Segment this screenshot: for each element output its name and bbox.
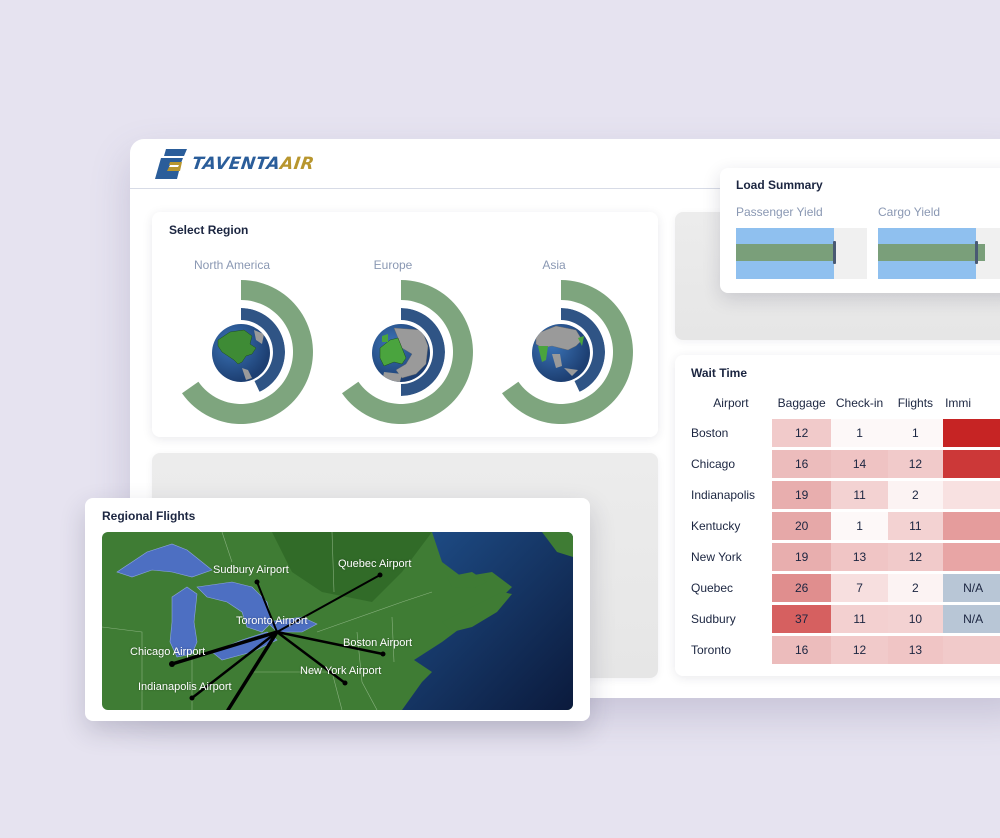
passenger-yield-bullet-chart[interactable] bbox=[736, 228, 867, 279]
baggage-cell: 20 bbox=[771, 512, 832, 540]
airport-cell: Toronto bbox=[690, 636, 772, 664]
airport-cell: Kentucky bbox=[690, 512, 772, 540]
baggage-cell: 37 bbox=[771, 605, 832, 633]
screen-corner bbox=[0, 808, 30, 838]
checkin-cell: 13 bbox=[831, 543, 888, 571]
flights-cell: 11 bbox=[887, 512, 944, 540]
table-row[interactable]: Boston 12 1 1 bbox=[690, 419, 1000, 447]
flights-cell: 12 bbox=[887, 543, 944, 571]
airport-cell: Chicago bbox=[690, 450, 772, 478]
passenger-yield-target-marker bbox=[833, 241, 836, 264]
region-north-america[interactable] bbox=[161, 272, 321, 432]
select-region-card: Select Region North America Europe bbox=[152, 212, 658, 437]
brand-name-secondary: AIR bbox=[278, 154, 316, 174]
cargo-yield-target-marker bbox=[975, 241, 978, 264]
regional-flights-title: Regional Flights bbox=[102, 509, 196, 523]
cargo-yield-label: Cargo Yield bbox=[878, 205, 941, 219]
airport-label-quebec[interactable]: Quebec Airport bbox=[338, 558, 412, 570]
table-row[interactable]: New York 19 13 12 bbox=[690, 543, 1000, 571]
region-label-north-america: North America bbox=[193, 258, 271, 272]
passenger-yield-value-bar bbox=[736, 244, 834, 261]
col-header-checkin[interactable]: Check-in bbox=[835, 395, 884, 410]
flights-cell: 2 bbox=[887, 481, 944, 509]
airport-cell: Boston bbox=[690, 419, 772, 447]
cargo-yield-value-bar bbox=[878, 244, 985, 261]
col-header-baggage[interactable]: Baggage bbox=[777, 395, 826, 410]
region-label-asia: Asia bbox=[542, 258, 566, 272]
brand-name-primary: TAVENTA bbox=[190, 154, 282, 174]
checkin-cell: 11 bbox=[831, 481, 888, 509]
table-row[interactable]: Toronto 16 12 13 bbox=[690, 636, 1000, 664]
checkin-cell: 7 bbox=[831, 574, 888, 602]
checkin-cell: 11 bbox=[831, 605, 888, 633]
airport-cell: Sudbury bbox=[690, 605, 772, 633]
globe-asia-icon bbox=[532, 324, 590, 382]
region-europe[interactable] bbox=[321, 272, 481, 432]
airport-label-toronto[interactable]: Toronto Airport bbox=[236, 615, 308, 627]
brand-wordmark: TAVENTAAIR bbox=[191, 154, 316, 174]
region-label-europe: Europe bbox=[373, 258, 413, 272]
regional-flights-card: Regional Flights bbox=[85, 498, 590, 721]
col-header-immigration[interactable]: Immi bbox=[945, 395, 972, 410]
table-row[interactable]: Indianapolis 19 11 2 bbox=[690, 481, 1000, 509]
col-header-airport[interactable]: Airport bbox=[713, 395, 749, 410]
load-summary-card: Load Summary Passenger Yield Cargo Yield bbox=[720, 168, 1000, 293]
baggage-cell: 16 bbox=[771, 450, 832, 478]
table-row[interactable]: Chicago 16 14 12 bbox=[690, 450, 1000, 478]
immigration-cell bbox=[943, 450, 1000, 478]
flights-cell: 10 bbox=[887, 605, 944, 633]
flights-cell: 2 bbox=[887, 574, 944, 602]
load-summary-title: Load Summary bbox=[736, 178, 823, 192]
radial-chart-north-america bbox=[182, 280, 313, 424]
airport-label-sudbury[interactable]: Sudbury Airport bbox=[213, 564, 289, 576]
baggage-cell: 19 bbox=[771, 543, 832, 571]
immigration-cell bbox=[943, 543, 1000, 571]
airport-cell: Indianapolis bbox=[690, 481, 772, 509]
wait-time-title: Wait Time bbox=[691, 366, 748, 380]
immigration-cell: N/A bbox=[943, 574, 1000, 602]
globe-north-america-icon bbox=[212, 324, 270, 382]
checkin-cell: 1 bbox=[831, 419, 888, 447]
app-header: TAVENTAAIR bbox=[130, 139, 1000, 189]
immigration-cell bbox=[943, 636, 1000, 664]
flight-map-graphic bbox=[102, 532, 573, 710]
brand-logo[interactable]: TAVENTAAIR bbox=[154, 148, 316, 180]
immigration-cell bbox=[943, 481, 1000, 509]
airport-cell: Quebec bbox=[690, 574, 772, 602]
flight-map[interactable]: Sudbury Airport Quebec Airport Toronto A… bbox=[102, 532, 573, 710]
airport-label-boston[interactable]: Boston Airport bbox=[343, 637, 413, 649]
flights-cell: 13 bbox=[887, 636, 944, 664]
baggage-cell: 26 bbox=[771, 574, 832, 602]
globe-europe-icon bbox=[372, 324, 430, 382]
immigration-cell bbox=[943, 512, 1000, 540]
checkin-cell: 14 bbox=[831, 450, 888, 478]
airport-label-indianapolis[interactable]: Indianapolis Airport bbox=[138, 681, 232, 693]
wait-time-table: Airport Baggage Check-in Flights Immi Bo… bbox=[690, 386, 1000, 667]
checkin-cell: 12 bbox=[831, 636, 888, 664]
region-asia[interactable] bbox=[481, 272, 641, 432]
radial-chart-asia bbox=[502, 280, 633, 424]
col-header-flights[interactable]: Flights bbox=[897, 395, 934, 410]
table-row[interactable]: Sudbury 37 11 10 N/A bbox=[690, 605, 1000, 633]
baggage-cell: 19 bbox=[771, 481, 832, 509]
table-row[interactable]: Kentucky 20 1 11 bbox=[690, 512, 1000, 540]
logo-mark-icon bbox=[155, 149, 187, 179]
table-row[interactable]: Quebec 26 7 2 N/A bbox=[690, 574, 1000, 602]
checkin-cell: 1 bbox=[831, 512, 888, 540]
select-region-title: Select Region bbox=[169, 223, 249, 237]
airport-cell: New York bbox=[690, 543, 772, 571]
airport-label-chicago[interactable]: Chicago Airport bbox=[130, 646, 206, 658]
table-header-row: Airport Baggage Check-in Flights Immi bbox=[690, 389, 1000, 416]
baggage-cell: 12 bbox=[771, 419, 832, 447]
flights-cell: 1 bbox=[887, 419, 944, 447]
immigration-cell bbox=[943, 419, 1000, 447]
baggage-cell: 16 bbox=[771, 636, 832, 664]
flights-cell: 12 bbox=[887, 450, 944, 478]
passenger-yield-label: Passenger Yield bbox=[736, 205, 823, 219]
airport-label-new-york[interactable]: New York Airport bbox=[300, 665, 382, 677]
radial-chart-europe bbox=[342, 280, 473, 424]
immigration-cell: N/A bbox=[943, 605, 1000, 633]
cargo-yield-bullet-chart[interactable] bbox=[878, 228, 1000, 279]
